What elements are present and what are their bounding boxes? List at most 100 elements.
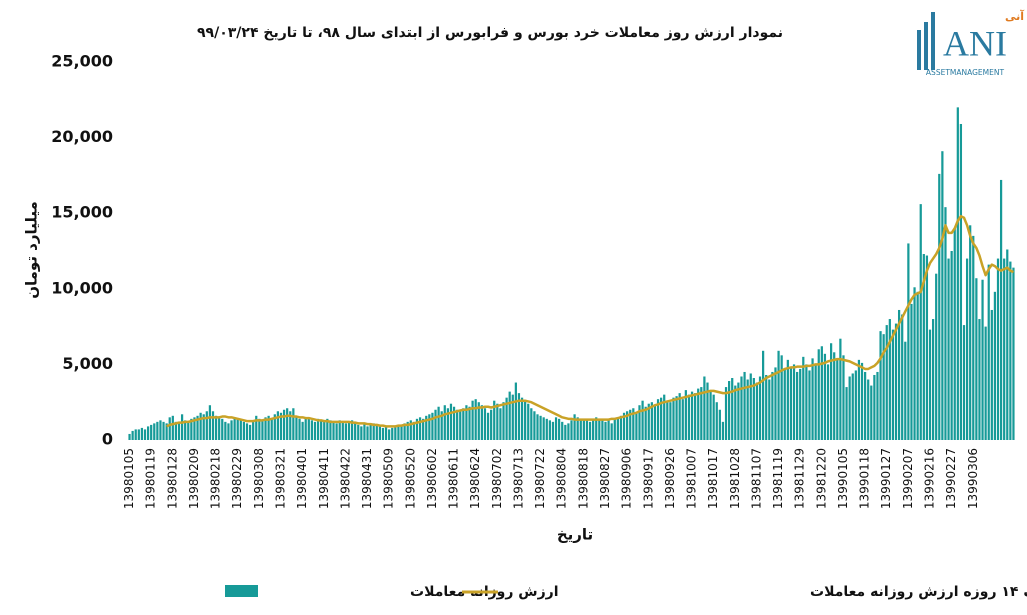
bar [561, 421, 564, 440]
bar [712, 394, 715, 440]
bar [517, 393, 521, 440]
bar [524, 400, 527, 440]
y-axis-label: میلیارد تومان [23, 201, 41, 299]
bar [214, 415, 218, 440]
bar [434, 409, 437, 440]
bar [607, 420, 610, 440]
bar [919, 204, 922, 440]
x-tick-label: 13981129 [793, 448, 807, 509]
bar [567, 423, 570, 440]
bar [598, 418, 601, 440]
x-tick-label: 13980804 [555, 448, 569, 509]
bar [159, 420, 162, 440]
bar [384, 426, 388, 440]
bar [360, 426, 363, 440]
bar [180, 414, 184, 440]
bar [255, 415, 258, 440]
x-tick-label: 13981119 [771, 448, 785, 509]
bar [462, 408, 465, 440]
bar [350, 420, 354, 440]
bar [700, 387, 703, 440]
logo-bar [924, 22, 928, 70]
bar [313, 421, 317, 440]
bar [656, 399, 660, 440]
bar [326, 418, 329, 440]
bar [894, 323, 898, 440]
bar [282, 409, 286, 440]
y-tick-label: 15,000 [51, 203, 113, 222]
bar [845, 387, 848, 440]
bar [765, 374, 768, 440]
bar [762, 350, 765, 440]
bar [885, 325, 888, 440]
bar [134, 429, 137, 440]
bar [993, 291, 997, 440]
bar [437, 406, 440, 440]
bar [465, 405, 468, 440]
bar [922, 254, 925, 440]
bar [867, 379, 870, 440]
bar [789, 367, 793, 440]
x-tick-label: 13981107 [749, 448, 763, 509]
bar [743, 371, 746, 440]
bar [573, 414, 576, 440]
bar [372, 423, 375, 440]
bar [422, 418, 425, 440]
bar [496, 403, 499, 440]
x-tick-label: 13980431 [360, 448, 374, 509]
x-tick-label: 13981007 [685, 448, 699, 509]
bar [808, 370, 811, 440]
bar [502, 402, 505, 440]
bar [459, 411, 462, 440]
x-tick-label: 13990227 [944, 448, 958, 509]
bar [647, 403, 650, 440]
bar [391, 427, 394, 440]
bar [369, 424, 372, 440]
bar [610, 423, 613, 440]
bar [323, 421, 326, 440]
bar [941, 151, 944, 440]
x-tick-label: 13980321 [273, 448, 287, 509]
y-tick-label: 10,000 [51, 278, 113, 297]
bar [545, 418, 548, 440]
bar [938, 173, 941, 440]
x-tick-label: 13980509 [382, 448, 396, 509]
x-tick-label: 13980906 [620, 448, 634, 509]
bar [737, 382, 740, 440]
x-tick-label: 13990127 [879, 448, 893, 509]
bar [839, 338, 842, 440]
bar [354, 423, 357, 440]
bar [749, 373, 752, 440]
bar [418, 417, 422, 440]
bar [341, 421, 344, 440]
bar [486, 412, 490, 440]
bar [505, 397, 508, 440]
bar [205, 411, 208, 440]
bar [690, 391, 694, 440]
bar [128, 433, 131, 440]
bar [248, 424, 252, 440]
bar [446, 408, 449, 440]
bar [570, 420, 573, 440]
bar [193, 417, 196, 440]
x-tick-label: 13990105 [836, 448, 850, 509]
bar [403, 423, 406, 440]
bar [483, 408, 487, 440]
bar [857, 359, 861, 440]
bar [551, 421, 555, 440]
bar [969, 225, 972, 440]
bar [530, 408, 533, 440]
bar [310, 420, 314, 440]
bar [882, 334, 885, 440]
bar [873, 374, 876, 440]
x-tick-label: 13981017 [706, 448, 720, 509]
bar [715, 402, 718, 440]
bar [758, 376, 762, 440]
bar [675, 396, 678, 440]
bar [332, 421, 335, 440]
bar [289, 411, 292, 440]
bar [842, 355, 845, 440]
x-tick-label: 13980520 [403, 448, 417, 509]
bar [292, 408, 295, 440]
bar [218, 417, 221, 440]
